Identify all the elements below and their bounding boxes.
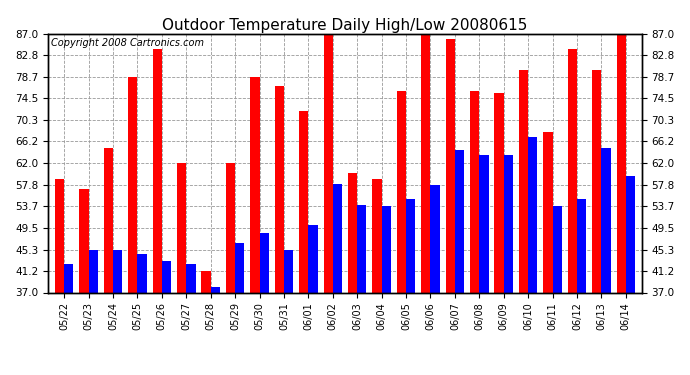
- Bar: [201, 271, 210, 292]
- Bar: [299, 111, 308, 292]
- Bar: [528, 137, 538, 292]
- Bar: [137, 254, 147, 292]
- Bar: [88, 249, 98, 292]
- Bar: [333, 184, 342, 292]
- Bar: [617, 34, 626, 292]
- Bar: [553, 206, 562, 292]
- Bar: [177, 163, 186, 292]
- Bar: [152, 49, 162, 292]
- Text: Copyright 2008 Cartronics.com: Copyright 2008 Cartronics.com: [51, 38, 204, 48]
- Bar: [104, 148, 113, 292]
- Bar: [577, 200, 586, 292]
- Bar: [357, 204, 366, 292]
- Bar: [308, 225, 317, 292]
- Bar: [210, 287, 220, 292]
- Bar: [543, 132, 553, 292]
- Bar: [480, 155, 489, 292]
- Bar: [470, 91, 480, 292]
- Bar: [602, 148, 611, 292]
- Bar: [55, 178, 64, 292]
- Bar: [519, 70, 528, 292]
- Bar: [79, 189, 88, 292]
- Bar: [568, 49, 577, 292]
- Bar: [64, 264, 73, 292]
- Bar: [324, 34, 333, 292]
- Bar: [431, 185, 440, 292]
- Bar: [455, 150, 464, 292]
- Bar: [284, 249, 293, 292]
- Bar: [495, 93, 504, 292]
- Bar: [275, 86, 284, 292]
- Bar: [626, 176, 635, 292]
- Bar: [373, 178, 382, 292]
- Bar: [162, 261, 171, 292]
- Bar: [128, 77, 137, 292]
- Bar: [397, 91, 406, 292]
- Bar: [113, 249, 122, 292]
- Bar: [186, 264, 195, 292]
- Bar: [259, 233, 269, 292]
- Bar: [348, 174, 357, 292]
- Bar: [421, 34, 431, 292]
- Bar: [226, 163, 235, 292]
- Bar: [504, 155, 513, 292]
- Bar: [250, 77, 259, 292]
- Bar: [592, 70, 602, 292]
- Bar: [406, 200, 415, 292]
- Bar: [235, 243, 244, 292]
- Bar: [382, 206, 391, 292]
- Title: Outdoor Temperature Daily High/Low 20080615: Outdoor Temperature Daily High/Low 20080…: [162, 18, 528, 33]
- Bar: [446, 39, 455, 292]
